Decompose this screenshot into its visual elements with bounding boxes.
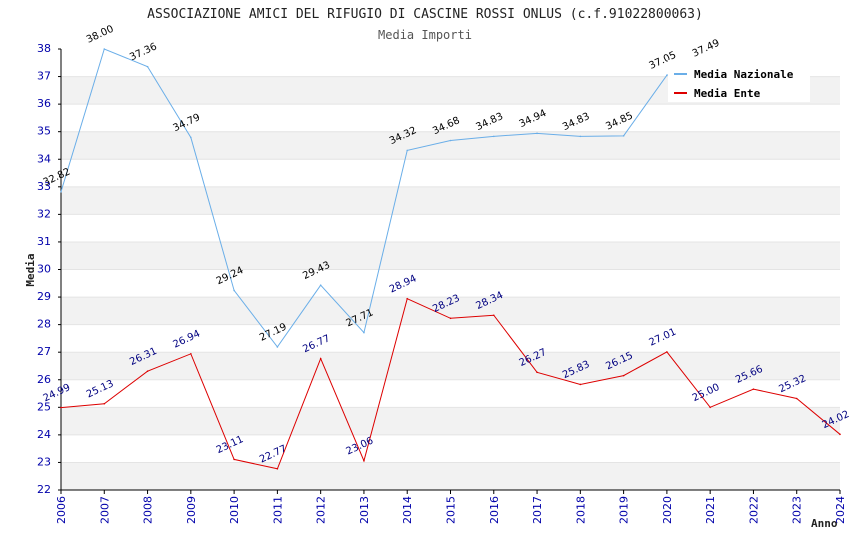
data-point [319,357,322,360]
x-tick-label: 2017 [531,496,544,524]
data-point [406,149,409,152]
chart-subtitle: Media Importi [378,28,472,42]
data-point [190,353,192,355]
y-tick-label: 31 [37,235,51,248]
y-tick-label: 28 [37,318,51,331]
y-tick-label: 35 [37,125,51,138]
data-point [233,458,235,461]
data-point [363,331,365,334]
x-tick-label: 2020 [661,496,674,524]
x-tick-label: 2008 [142,496,155,524]
y-tick-label: 26 [37,373,51,386]
y-tick-label: 29 [37,290,51,303]
x-tick-label: 2013 [358,496,371,524]
data-point [319,284,322,287]
grid-band [61,186,840,215]
x-tick-label: 2014 [401,496,414,524]
x-tick-label: 2024 [834,496,847,524]
x-tick-label: 2023 [791,496,804,524]
grid-band [61,131,840,160]
data-point [103,48,106,50]
x-tick-label: 2010 [228,496,241,524]
x-tick-label: 2015 [445,496,458,524]
data-point [146,65,149,68]
grid-band [61,324,840,353]
x-tick-label: 2012 [315,496,328,524]
x-tick-label: 2016 [488,496,501,524]
x-tick-label: 2021 [704,496,717,524]
grid-band [61,297,840,325]
data-point [276,467,279,470]
data-point [60,406,62,409]
legend-box [668,60,810,102]
y-tick-label: 24 [37,428,51,441]
data-point [666,351,668,353]
x-tick-label: 2006 [55,496,68,524]
y-tick-label: 38 [37,42,51,55]
x-axis-label: Anno [811,517,838,530]
data-point [752,388,755,390]
x-tick-label: 2009 [185,496,198,524]
data-point [233,289,235,292]
axes [58,48,841,494]
chart-title: ASSOCIAZIONE AMICI DEL RIFUGIO DI CASCIN… [147,7,703,22]
data-point [449,139,452,142]
y-tick-label: 34 [37,152,51,165]
data-point [492,314,495,317]
series-line-national [60,48,711,348]
grid-band [61,159,840,187]
data-point [103,402,106,405]
data-point [579,135,582,138]
y-tick-label: 23 [37,455,51,468]
x-tick-label: 2007 [98,496,111,524]
data-point [536,371,538,374]
x-tick-label: 2022 [747,496,760,524]
data-point [190,136,192,139]
grid-band [61,269,840,298]
grid-band [61,407,840,435]
y-axis-label: Media [24,253,37,286]
data-point [492,135,495,138]
data-point [146,370,149,373]
legend-label-ente: Media Ente [694,87,761,100]
grid-band [61,379,840,408]
data-point [666,74,668,76]
y-tick-label: 27 [37,345,51,358]
y-tick-label: 32 [37,207,51,220]
legend-label-national: Media Nazionale [694,68,794,81]
y-tick-labels: 22 23 24 25 26 27 28 29 30 31 32 33 34 35 36 37 38 [37,42,51,496]
data-point [276,346,279,348]
y-tick-label: 22 [37,483,51,496]
grid-band [61,462,840,490]
series-lines [60,48,841,470]
data-point [449,317,452,320]
data-point [406,297,409,300]
data-point [622,374,625,377]
grid-bands [61,49,840,491]
data-point [60,190,62,193]
data-point [622,135,625,137]
x-tick-labels: 2006 2007 2008 2009 2010 2011 2012 2013 2014 2015… [55,496,847,524]
legend: Media Nazionale Media Ente [668,60,810,102]
grid-band [61,241,840,270]
data-point [536,132,538,135]
y-tick-label: 36 [37,97,51,110]
data-point [579,383,582,386]
y-tick-label: 30 [37,263,51,276]
y-tick-label: 25 [37,400,51,413]
grid-band [61,352,840,380]
data-point [839,433,841,436]
data-point [795,397,798,400]
x-tick-label: 2011 [271,496,284,524]
x-tick-label: 2018 [574,496,587,524]
x-tick-label: 2019 [618,496,631,524]
grid-band [61,214,840,242]
grid-band [61,104,840,132]
data-point [709,406,711,409]
y-tick-label: 37 [37,70,51,83]
grid-band [61,434,840,463]
data-point [363,459,365,462]
y-tick-label: 33 [37,180,51,193]
